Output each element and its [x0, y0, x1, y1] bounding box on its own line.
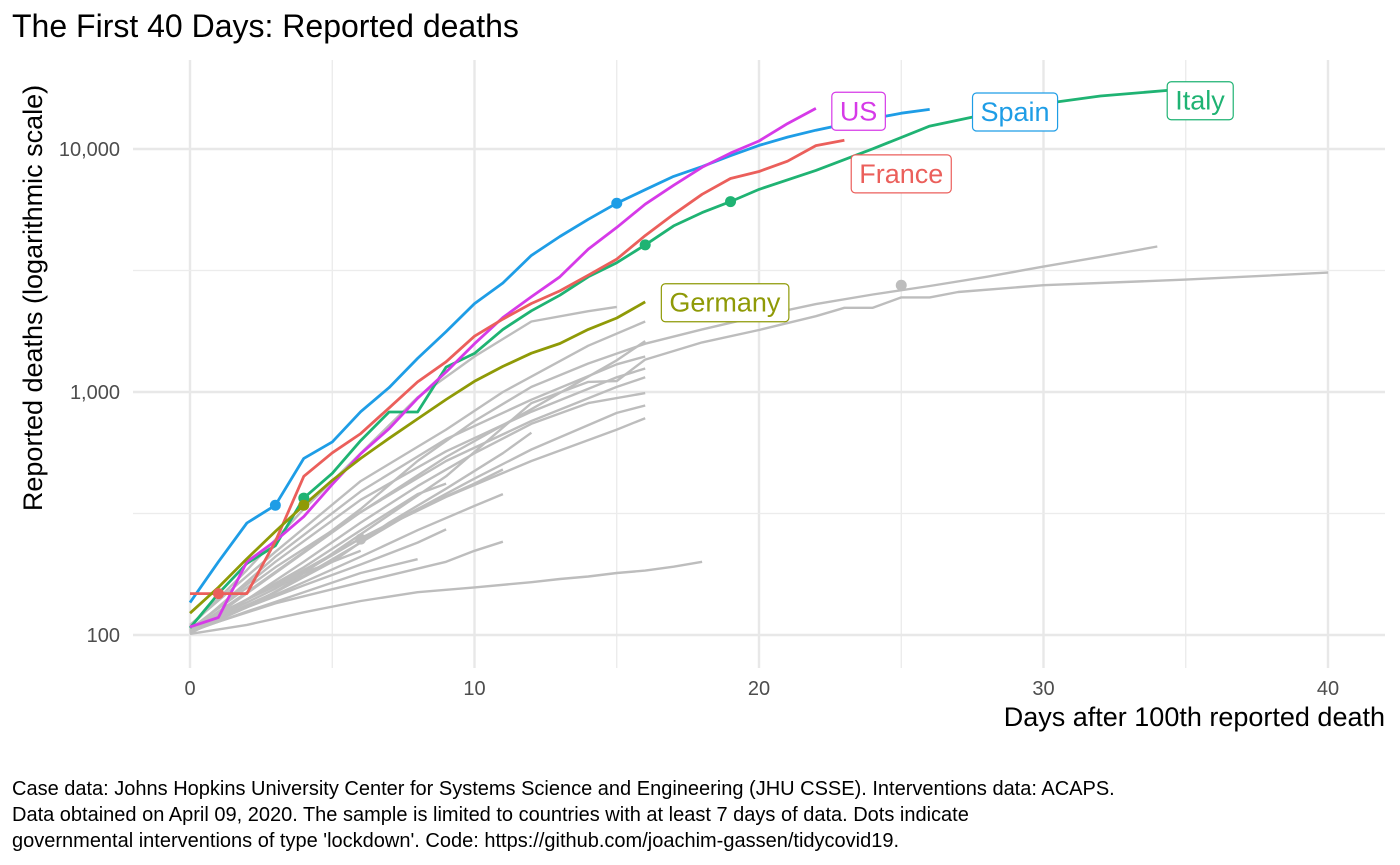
other-country-line	[189, 320, 646, 626]
series-label-italy: Italy	[1166, 81, 1234, 121]
series-label-france: France	[850, 154, 952, 194]
series-label-box	[1166, 81, 1234, 121]
lockdown-dot-italy	[639, 239, 651, 251]
other-country-line	[189, 558, 418, 634]
series-label-text: Germany	[669, 288, 781, 318]
series-line-france	[190, 138, 845, 595]
lockdown-dot-spain	[269, 499, 281, 511]
series-label-box	[850, 154, 952, 194]
y-tick-label: 1,000	[70, 382, 120, 404]
series-label-box	[660, 283, 790, 323]
other-country-line	[189, 367, 646, 631]
grid-lines	[133, 60, 1385, 668]
series-label-box	[831, 91, 886, 131]
y-tick-label: 100	[87, 625, 120, 647]
y-axis-title: Reported deaths (logarithmic scale)	[18, 85, 48, 511]
lockdown-dot-italy	[725, 196, 737, 208]
lockdown-dot-spain	[611, 197, 623, 209]
other-country-line	[189, 271, 1329, 633]
other-country-line	[189, 528, 447, 634]
other-country-line	[189, 560, 703, 636]
series-label-text: France	[859, 159, 943, 189]
chart-title: The First 40 Days: Reported deaths	[12, 8, 519, 44]
axis-ticks: 0 10 20 30 40 100 1,000 10,000	[59, 139, 1339, 700]
x-tick-label: 20	[748, 678, 770, 700]
lockdown-dot	[895, 279, 907, 291]
y-tick-label: 10,000	[59, 139, 120, 161]
x-axis-title: Days after 100th reported death	[1004, 702, 1385, 732]
series-label-us: US	[831, 91, 886, 131]
x-tick-label: 30	[1032, 678, 1054, 700]
other-country-line	[189, 417, 646, 631]
series-line-germany	[189, 300, 646, 615]
series-labels: Italy Spain US France Germany	[660, 81, 1234, 323]
series-label-text: US	[840, 96, 878, 126]
x-tick-label: 0	[184, 678, 195, 700]
series-line-spain	[188, 108, 930, 604]
other-country-line	[189, 391, 646, 632]
chart-caption: Case data: Johns Hopkins University Cent…	[12, 778, 1115, 852]
x-tick-label: 40	[1317, 678, 1339, 700]
series-label-box	[971, 92, 1059, 132]
series-label-text: Spain	[981, 97, 1050, 127]
other-country-line	[189, 355, 646, 633]
lockdown-dot	[355, 533, 367, 545]
other-country-line	[189, 376, 646, 630]
lockdown-dot-france	[212, 588, 224, 600]
other-countries-lines	[189, 245, 1329, 636]
chart-area: 0 10 20 30 40 100 1,000 10,000 Italy Spain US Fran…	[18, 60, 1385, 732]
other-country-line	[189, 340, 646, 635]
series-label-germany: Germany	[660, 283, 790, 323]
series-label-text: Italy	[1175, 86, 1225, 116]
lockdown-dots	[212, 196, 907, 600]
lockdown-dot-germany	[298, 499, 310, 511]
series-line-us	[189, 107, 817, 629]
x-tick-label: 10	[463, 678, 485, 700]
series-line-italy	[188, 87, 1186, 629]
highlighted-country-lines	[188, 87, 1186, 629]
series-label-spain: Spain	[971, 92, 1059, 132]
other-country-line	[189, 245, 1158, 632]
